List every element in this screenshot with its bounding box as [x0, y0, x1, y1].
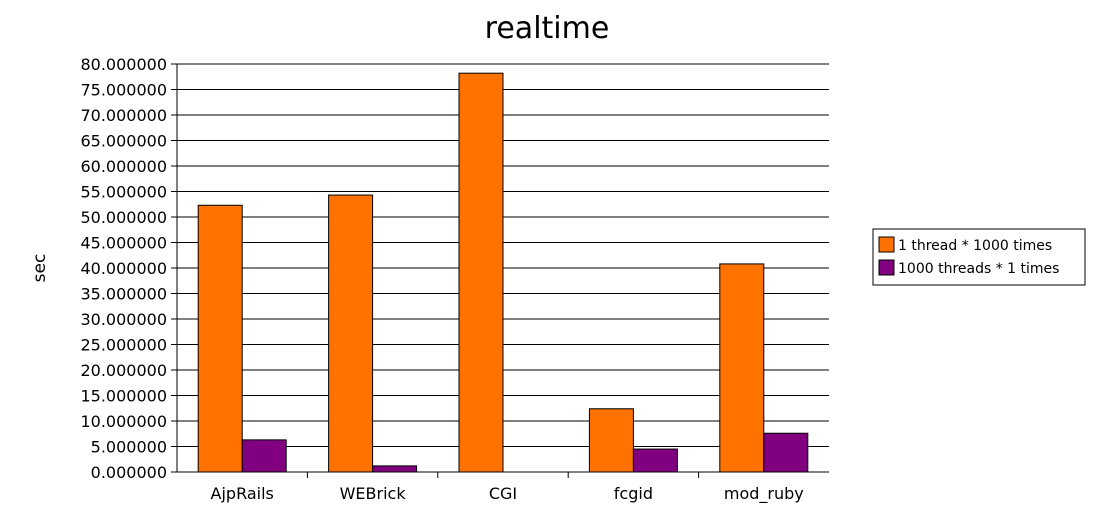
bar-ajprails-series-1 [197, 204, 243, 473]
bar-fcgid-series-2 [632, 448, 678, 473]
y-tick-label: 45.000000 [80, 234, 167, 253]
y-tick-label: 20.000000 [80, 361, 167, 380]
y-tick-label: 35.000000 [80, 285, 167, 304]
bars [197, 72, 809, 473]
y-tick-label: 70.000000 [80, 106, 167, 125]
bar-ajprails-series-2 [241, 439, 287, 473]
y-tick-labels: 0.000000 5.000000 10.000000 15.000000 20.000… [80, 55, 177, 482]
bar-fcgid-series-1 [588, 408, 634, 473]
y-axis-label: sec [30, 254, 50, 283]
x-tick-labels: AjpRails WEBrick CGI fcgid mod_ruby [211, 472, 804, 504]
legend: 1 thread * 1000 times 1000 threads * 1 ti… [872, 228, 1086, 286]
x-tick-label: CGI [489, 484, 517, 503]
bar-webrick-series-2 [372, 465, 418, 473]
y-tick-label: 0.000000 [91, 463, 167, 482]
y-tick-label: 30.000000 [80, 310, 167, 329]
bar-mod-ruby-series-1 [719, 263, 765, 473]
legend-swatch [878, 236, 895, 253]
y-tick-label: 5.000000 [91, 438, 167, 457]
bar-webrick-series-1 [328, 194, 374, 473]
y-tick-label: 15.000000 [80, 387, 167, 406]
bar-cgi-series-1 [458, 72, 504, 473]
legend-box [872, 228, 1086, 286]
y-tick-label: 75.000000 [80, 81, 167, 100]
y-tick-label: 25.000000 [80, 336, 167, 355]
y-tick-label: 80.000000 [80, 55, 167, 74]
x-tick-label: AjpRails [211, 484, 274, 503]
y-tick-label: 50.000000 [80, 208, 167, 227]
y-tick-label: 40.000000 [80, 259, 167, 278]
legend-label: 1 thread * 1000 times [898, 238, 1052, 254]
bar-mod-ruby-series-2 [763, 432, 809, 473]
x-tick-label: mod_ruby [724, 484, 804, 504]
x-tick-label: WEBrick [340, 484, 407, 503]
y-tick-label: 55.000000 [80, 183, 167, 202]
x-tick-label: fcgid [614, 484, 653, 503]
y-tick-label: 10.000000 [80, 412, 167, 431]
legend-swatch [878, 259, 895, 276]
y-tick-label: 65.000000 [80, 132, 167, 151]
legend-label: 1000 threads * 1 times [898, 261, 1059, 277]
y-tick-label: 60.000000 [80, 157, 167, 176]
chart-title: realtime [485, 11, 610, 46]
